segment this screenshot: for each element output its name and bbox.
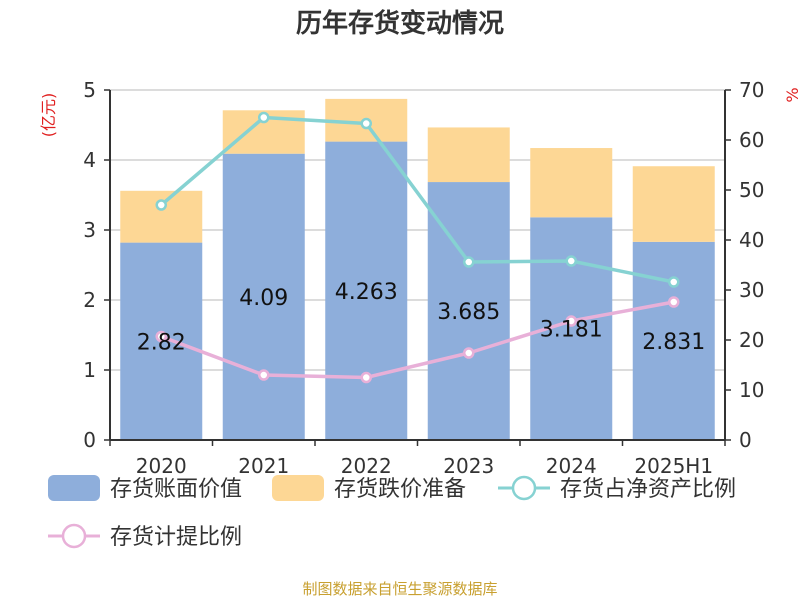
line-net-asset-ratio bbox=[160, 115, 675, 284]
bar-value-label: 4.09 bbox=[239, 286, 288, 311]
point-2020 bbox=[155, 330, 167, 343]
legend-swatch bbox=[48, 475, 100, 501]
bar-value-label: 2.82 bbox=[137, 330, 186, 355]
legend-label: 存货账面价值 bbox=[110, 477, 242, 502]
x-tick-label: 2021 bbox=[238, 454, 289, 478]
bar-value-label: 3.181 bbox=[540, 318, 603, 343]
point-2025H1 bbox=[668, 276, 680, 288]
legend-label: 存货占净资产比例 bbox=[560, 477, 736, 502]
legend-marker bbox=[61, 523, 87, 549]
left-tick-label: 0 bbox=[83, 428, 96, 452]
left-tick-label: 3 bbox=[83, 218, 96, 242]
x-tick-label: 2024 bbox=[546, 454, 597, 478]
right-tick-label: 10 bbox=[739, 378, 764, 402]
point-2023 bbox=[463, 347, 475, 359]
bar-2022-book-value bbox=[325, 141, 408, 440]
x-tick-label: 2023 bbox=[443, 454, 494, 478]
bar-value-label: 4.263 bbox=[335, 280, 398, 305]
point-2021 bbox=[258, 369, 270, 381]
chart-title: 历年存货变动情况 bbox=[296, 8, 504, 39]
legend-label: 存货计提比例 bbox=[110, 525, 242, 550]
point-2022 bbox=[360, 371, 372, 384]
bar-2021-book-value bbox=[222, 153, 305, 440]
left-axis-unit: (亿元) bbox=[39, 93, 58, 138]
point-2025H1 bbox=[668, 296, 680, 308]
left-tick-label: 2 bbox=[83, 288, 96, 312]
line-provision-ratio bbox=[160, 300, 675, 380]
x-tick-label: 2022 bbox=[341, 454, 392, 478]
right-tick-label: 30 bbox=[739, 278, 764, 302]
right-axis-unit: % bbox=[783, 87, 800, 102]
point-2024 bbox=[565, 315, 577, 327]
bar-2025H1-impairment bbox=[632, 166, 715, 242]
bar-value-label: 2.831 bbox=[642, 330, 705, 355]
bar-2024-impairment bbox=[530, 148, 613, 218]
axes: 012345010203040506070(亿元)%20202021202220… bbox=[39, 78, 800, 478]
bar-value-label: 3.685 bbox=[437, 300, 500, 325]
right-tick-label: 20 bbox=[739, 328, 764, 352]
data-labels: 2.82 4.09 4.263 3.685 3.181 2.831 bbox=[137, 280, 705, 356]
right-tick-label: 60 bbox=[739, 128, 764, 152]
legend-label: 存货跌价准备 bbox=[334, 477, 466, 502]
right-tick-label: 0 bbox=[739, 428, 752, 452]
bars bbox=[120, 98, 715, 441]
left-tick-label: 1 bbox=[83, 358, 96, 382]
lines bbox=[155, 111, 680, 384]
point-2024 bbox=[565, 255, 577, 267]
legend-swatch bbox=[272, 475, 324, 501]
left-tick-label: 5 bbox=[83, 78, 96, 102]
x-tick-label: 2020 bbox=[136, 454, 187, 478]
left-tick-label: 4 bbox=[83, 148, 96, 172]
source-note: 制图数据来自恒生聚源数据库 bbox=[302, 580, 497, 598]
bar-2023-impairment bbox=[427, 127, 510, 183]
bar-2020-impairment bbox=[120, 190, 203, 243]
right-tick-label: 70 bbox=[739, 78, 764, 102]
right-tick-label: 40 bbox=[739, 228, 764, 252]
point-2020 bbox=[155, 199, 167, 211]
x-tick-label: 2025H1 bbox=[634, 454, 713, 478]
legend-marker bbox=[511, 475, 537, 501]
point-2021 bbox=[258, 111, 270, 124]
point-2023 bbox=[463, 256, 475, 268]
right-tick-label: 50 bbox=[739, 178, 764, 202]
point-2022 bbox=[360, 117, 372, 130]
